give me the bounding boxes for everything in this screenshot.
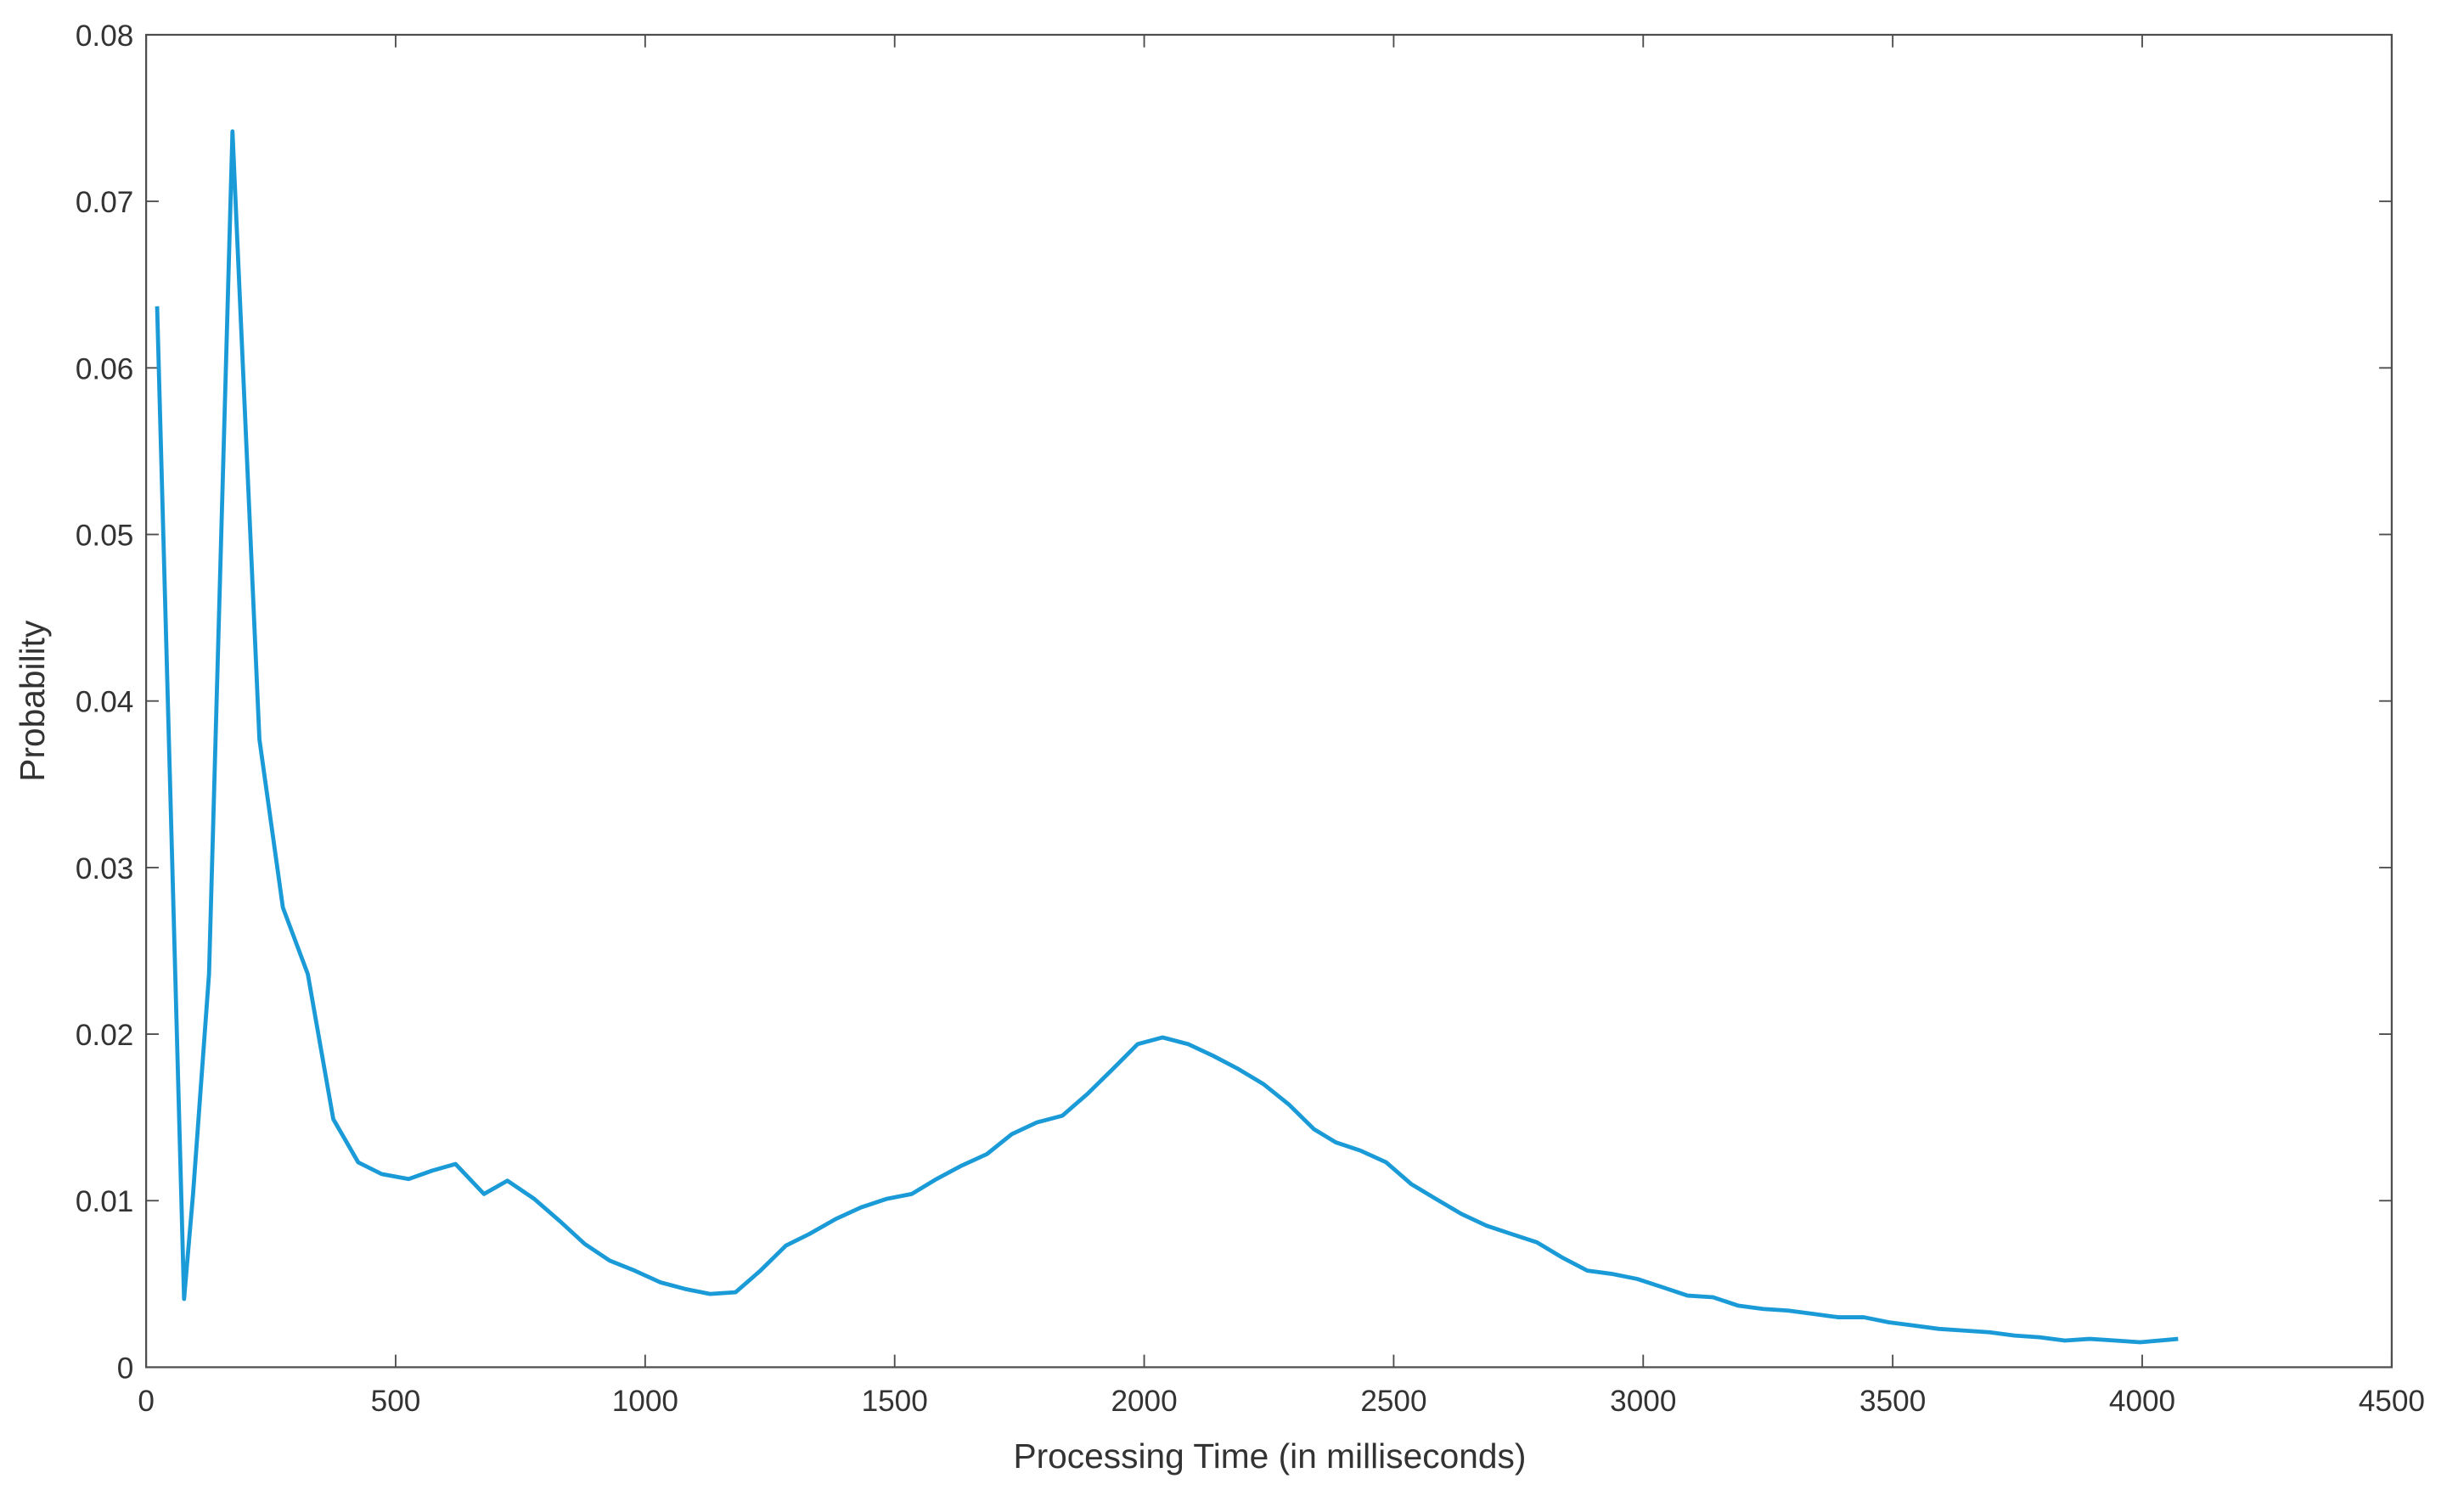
x-tick-label: 3500 xyxy=(1859,1385,1926,1418)
x-tick-label: 3000 xyxy=(1610,1385,1676,1418)
data-line xyxy=(155,129,2179,1345)
y-axis-label: Probability xyxy=(13,620,52,782)
x-tick-label: 0 xyxy=(138,1385,155,1418)
y-tick-label: 0.01 xyxy=(76,1185,133,1218)
x-tick-label: 4000 xyxy=(2109,1385,2175,1418)
x-axis-label: Processing Time (in milliseconds) xyxy=(1013,1436,1526,1476)
y-tick-label: 0.07 xyxy=(76,186,133,219)
x-tick-label: 1500 xyxy=(862,1385,928,1418)
y-tick-label: 0.05 xyxy=(76,519,133,552)
y-tick-label: 0.03 xyxy=(76,852,133,885)
y-tick-label: 0.06 xyxy=(76,352,133,385)
y-tick-label: 0.08 xyxy=(76,20,133,53)
y-tick-label: 0.02 xyxy=(76,1019,133,1052)
x-tick-label: 500 xyxy=(371,1385,421,1418)
x-tick-label: 2000 xyxy=(1111,1385,1177,1418)
x-tick-label: 2500 xyxy=(1360,1385,1426,1418)
x-tick-label: 4500 xyxy=(2359,1385,2425,1418)
y-tick-label: 0.04 xyxy=(76,686,133,719)
y-tick-label: 0 xyxy=(117,1352,134,1385)
x-tick-label: 1000 xyxy=(612,1385,678,1418)
